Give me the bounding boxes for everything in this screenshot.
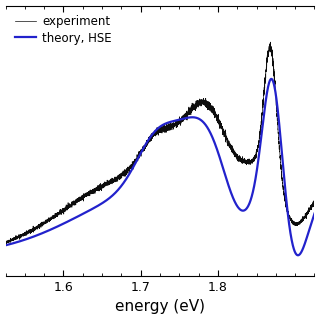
theory, HSE — [269, 77, 273, 81]
theory, HSE — [113, 192, 116, 196]
experiment — [203, 99, 207, 103]
experiment — [113, 177, 116, 181]
X-axis label: energy (eV): energy (eV) — [115, 300, 205, 315]
Line: experiment: experiment — [0, 42, 320, 249]
theory, HSE — [203, 122, 207, 126]
theory, HSE — [235, 204, 239, 207]
theory, HSE — [260, 125, 264, 129]
experiment — [235, 156, 239, 160]
experiment — [45, 218, 49, 222]
theory, HSE — [186, 116, 190, 120]
theory, HSE — [45, 229, 49, 233]
experiment — [268, 40, 272, 44]
experiment — [186, 113, 190, 117]
experiment — [260, 108, 264, 111]
Line: theory, HSE: theory, HSE — [0, 79, 320, 255]
theory, HSE — [296, 253, 300, 257]
Legend: experiment, theory, HSE: experiment, theory, HSE — [12, 12, 115, 48]
